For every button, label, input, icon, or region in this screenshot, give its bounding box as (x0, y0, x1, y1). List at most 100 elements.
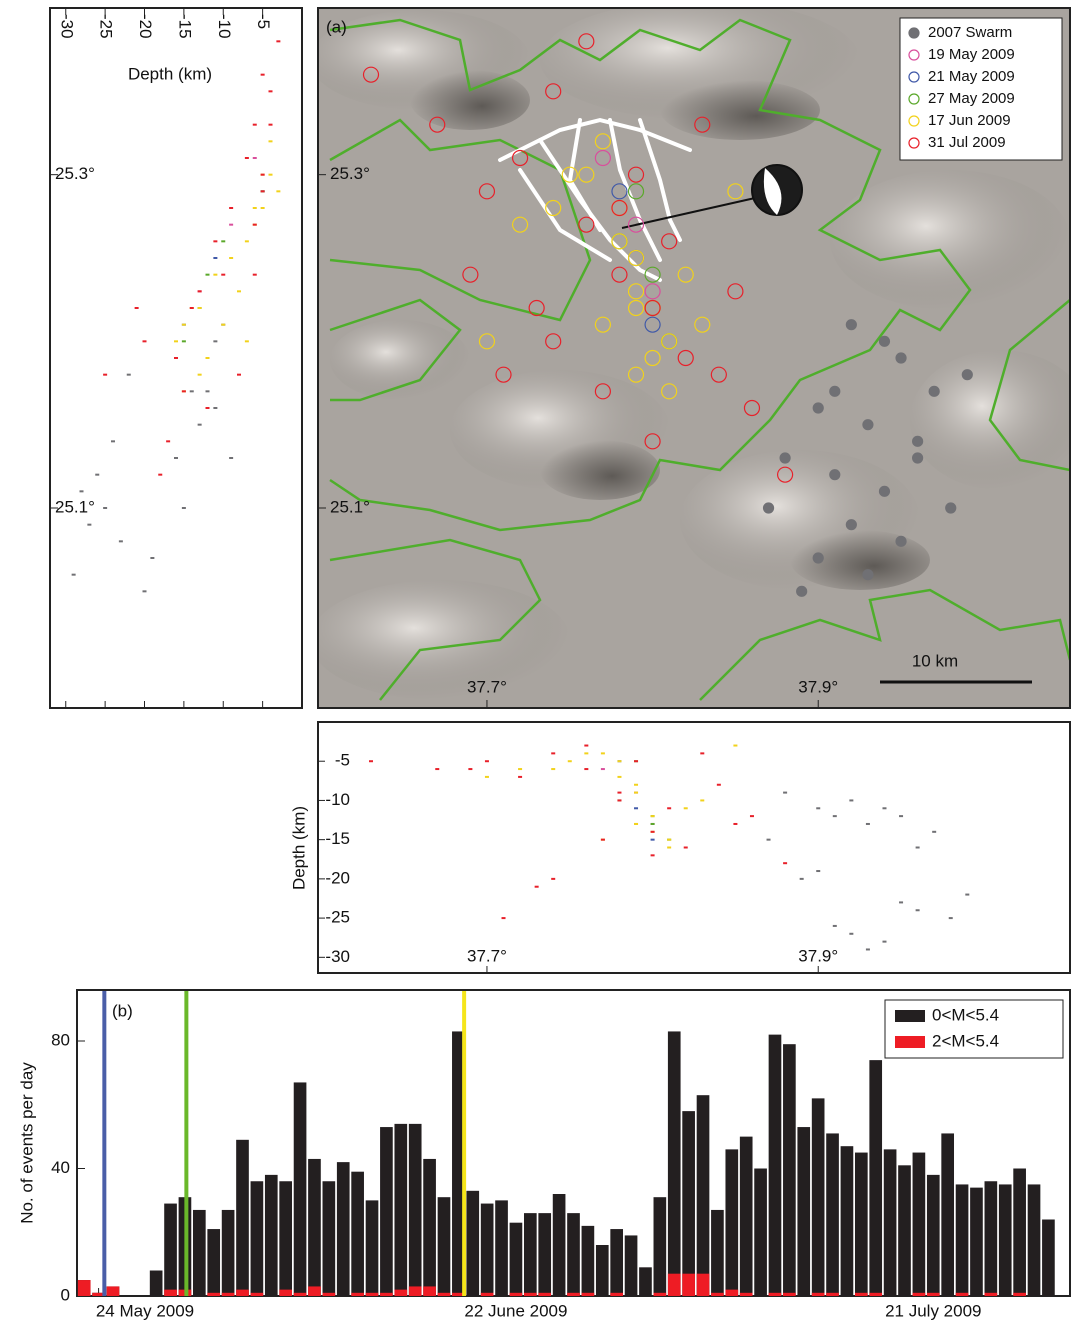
event-dot (813, 403, 823, 413)
hypocenter (174, 357, 178, 359)
bar (1013, 1169, 1026, 1297)
hypocenter (269, 174, 273, 176)
hypocenter (221, 324, 225, 326)
bar (956, 1293, 969, 1296)
bar (164, 1290, 177, 1296)
bar (351, 1172, 364, 1296)
x-tick-label: 24 May 2009 (96, 1301, 194, 1320)
hypocenter (899, 815, 903, 817)
hypocenter (269, 140, 273, 142)
hypocenter (221, 240, 225, 242)
bar (481, 1204, 494, 1296)
hypocenter (213, 257, 217, 259)
x-tick-label: -5 (254, 14, 273, 29)
hypocenter (502, 917, 506, 919)
bar (222, 1210, 235, 1296)
hypocenter (684, 847, 688, 849)
hypocenter (816, 870, 820, 872)
y-tick-label: -5 (335, 751, 350, 770)
bar (956, 1184, 969, 1296)
bar (596, 1245, 609, 1296)
bar (394, 1290, 407, 1296)
hypocenter (651, 815, 655, 817)
legend-label: 2007 Swarm (928, 24, 1012, 41)
bar (495, 1200, 508, 1296)
x-tick-label: 37.9° (798, 677, 838, 696)
bar (524, 1213, 537, 1296)
hypocenter (932, 831, 936, 833)
hypocenter (634, 823, 638, 825)
bar (711, 1210, 724, 1296)
bar (107, 1286, 120, 1296)
bar (567, 1293, 580, 1296)
hypocenter (833, 815, 837, 817)
event-dot (879, 486, 889, 496)
page: (a) 10 km Depth (km) Depth (km) No. of e… (0, 0, 1077, 1327)
hypocenter (651, 831, 655, 833)
hypocenter (634, 760, 638, 762)
hypocenter (435, 768, 439, 770)
bar (783, 1044, 796, 1296)
bar (668, 1031, 681, 1296)
hypocenter (206, 274, 210, 276)
hypocenter (229, 207, 233, 209)
hypocenter (916, 847, 920, 849)
bar (409, 1124, 422, 1296)
hypocenter (245, 157, 249, 159)
hypocenter (206, 357, 210, 359)
bar (985, 1293, 998, 1296)
bar (1028, 1184, 1041, 1296)
bar (668, 1274, 681, 1296)
bar (725, 1290, 738, 1296)
hypocenter (584, 745, 588, 747)
legend-label: 0<M<5.4 (932, 1005, 999, 1024)
hypocenter (269, 90, 273, 92)
y-tick-label: -30 (325, 947, 350, 966)
hypocenter (190, 390, 194, 392)
hypocenter (103, 507, 107, 509)
hypocenter (213, 240, 217, 242)
bar (884, 1149, 897, 1296)
bar (913, 1293, 926, 1296)
bar (582, 1226, 595, 1296)
y-tick-label: 25.3° (55, 164, 95, 183)
bar (697, 1095, 710, 1296)
y-tick-label: 40 (51, 1158, 70, 1177)
hypocenter (485, 776, 489, 778)
bar (380, 1127, 393, 1296)
hypocenter (269, 124, 273, 126)
hypocenter (103, 374, 107, 376)
event-dot (797, 586, 807, 596)
hypocenter (229, 257, 233, 259)
event-dot (896, 353, 906, 363)
bar (279, 1290, 292, 1296)
bar (78, 1280, 91, 1296)
hypocenter (634, 807, 638, 809)
x-tick-label: -15 (175, 14, 194, 39)
hypocenter (135, 307, 139, 309)
hypocenter (535, 886, 539, 888)
hypocenter (667, 807, 671, 809)
legend-label: 21 May 2009 (928, 68, 1015, 85)
hypocenter (198, 424, 202, 426)
hypocenter (245, 340, 249, 342)
y-tick-label: -15 (325, 829, 350, 848)
legend-label: 27 May 2009 (928, 90, 1015, 107)
event-dot (846, 320, 856, 330)
x-tick-label: -30 (57, 14, 76, 39)
bar (841, 1146, 854, 1296)
bar (510, 1293, 523, 1296)
hypocenter (617, 792, 621, 794)
hypocenter (551, 878, 555, 880)
hypocenter (866, 948, 870, 950)
bar (236, 1140, 249, 1296)
hypocenter (667, 847, 671, 849)
bar (582, 1293, 595, 1296)
hypocenter (617, 799, 621, 801)
x-tick-label: 37.7° (467, 946, 507, 965)
bar (251, 1181, 264, 1296)
y-tick-label: -10 (325, 790, 350, 809)
legend-label: 17 Jun 2009 (928, 112, 1011, 129)
hypocenter (261, 174, 265, 176)
hypocenter (700, 752, 704, 754)
